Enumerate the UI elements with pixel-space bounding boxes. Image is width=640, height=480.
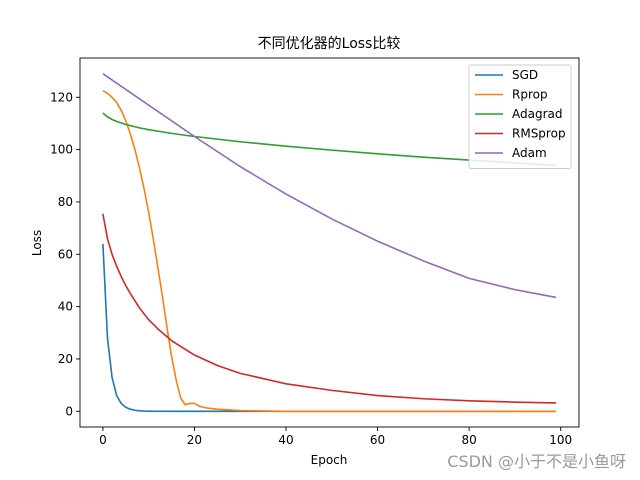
- series-line-rprop: [102, 90, 557, 413]
- y-tick-label: 80: [58, 195, 73, 209]
- x-axis-label: Epoch: [311, 453, 348, 467]
- legend: SGD Rprop Adagrad RMSprop Adam: [468, 64, 572, 169]
- x-tick-label: 0: [99, 433, 107, 447]
- legend-box: [468, 64, 572, 169]
- plot-area: [102, 73, 557, 413]
- y-tick-label: 60: [58, 247, 73, 261]
- legend-label-sgd: SGD: [512, 68, 538, 82]
- x-tick-label: 20: [187, 433, 202, 447]
- watermark: CSDN @小于不是小鱼呀: [447, 452, 626, 471]
- legend-label-rmsprop: RMSprop: [512, 127, 566, 141]
- y-tick-label: 40: [58, 300, 73, 314]
- series-line-adam: [102, 73, 557, 299]
- x-tick-label: 60: [370, 433, 385, 447]
- x-tick-label: 40: [278, 433, 293, 447]
- y-tick-label: 100: [50, 143, 73, 157]
- y-axis-label: Loss: [30, 230, 44, 256]
- x-tick-label: 80: [461, 433, 476, 447]
- x-tick-label: 100: [549, 433, 572, 447]
- legend-label-adagrad: Adagrad: [512, 107, 563, 121]
- y-tick-label: 120: [50, 90, 73, 104]
- legend-label-rprop: Rprop: [512, 88, 548, 102]
- axes: 0 20 40 60 80 100 0 20 40 60 80 100 120: [50, 57, 580, 447]
- y-tick-label: 20: [58, 352, 73, 366]
- series-line-rmsprop: [102, 213, 557, 404]
- series-line-sgd: [102, 243, 557, 413]
- plot-frame: [79, 57, 580, 428]
- legend-label-adam: Adam: [512, 146, 547, 160]
- y-tick-label: 0: [65, 404, 73, 418]
- chart-title: 不同优化器的Loss比较: [258, 36, 401, 52]
